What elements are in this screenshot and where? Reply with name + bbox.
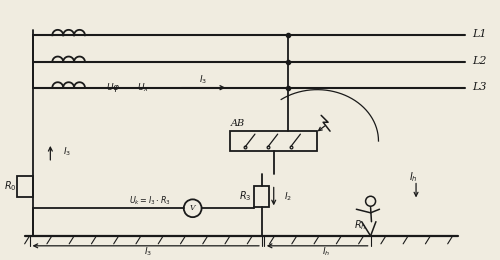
Bar — [230, 131, 317, 151]
Text: $I_3$: $I_3$ — [200, 74, 207, 86]
Text: L3: L3 — [472, 82, 486, 92]
Bar — [254, 186, 270, 207]
Text: $R_0$: $R_0$ — [4, 180, 17, 193]
Text: $I_3$: $I_3$ — [144, 245, 152, 258]
Text: $U_k = I_3 \cdot R_3$: $U_k = I_3 \cdot R_3$ — [130, 194, 171, 207]
Text: $I_h$: $I_h$ — [408, 170, 418, 184]
Text: L1: L1 — [472, 29, 486, 39]
Text: $U_\lambda$: $U_\lambda$ — [138, 81, 149, 94]
Text: $I_2$: $I_2$ — [284, 190, 292, 203]
Text: $R_h$: $R_h$ — [354, 218, 367, 232]
Text: V: V — [190, 204, 196, 212]
Text: AB: AB — [231, 119, 245, 128]
Text: L2: L2 — [472, 56, 486, 66]
Text: $U\varphi$: $U\varphi$ — [106, 81, 121, 94]
Text: $R_3$: $R_3$ — [239, 190, 252, 203]
Text: $I_h$: $I_h$ — [322, 245, 330, 258]
Text: $I_3$: $I_3$ — [63, 146, 71, 158]
Bar — [16, 176, 32, 197]
